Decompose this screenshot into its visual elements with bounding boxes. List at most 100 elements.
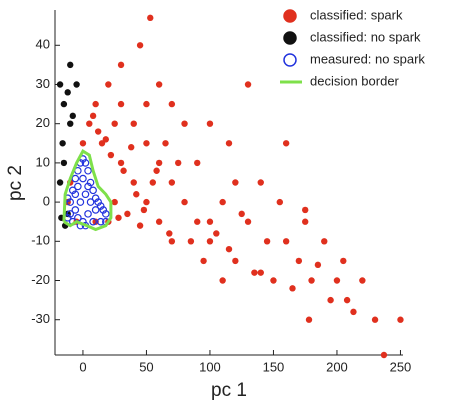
point [56,179,64,186]
decision-border [62,149,113,232]
x-tick-label: 50 [139,359,153,374]
point [327,296,334,304]
point [115,214,122,221]
point [166,230,173,237]
point [92,218,99,225]
point [181,198,188,206]
point [66,198,75,206]
point [91,206,100,214]
point [111,120,118,127]
point [270,277,277,284]
point [155,159,163,167]
point [89,217,97,226]
point [371,316,379,323]
point [67,120,74,127]
point [194,218,201,225]
point [79,174,87,183]
legend-label: measured: no spark [310,51,425,66]
point [117,100,125,108]
point [60,159,68,167]
y-tick-label: -10 [31,233,50,248]
point [76,198,85,206]
point [155,81,163,88]
point [380,351,388,359]
point [86,178,95,187]
point [168,100,176,108]
point [107,151,115,159]
point [257,269,264,276]
point [219,277,226,284]
point [302,206,309,214]
point [81,190,90,199]
point [194,159,201,167]
point [397,316,404,323]
point [117,61,125,69]
x-tick-label: 100 [199,359,221,374]
point [111,198,118,206]
point [67,61,74,69]
point [147,14,154,22]
point [174,159,182,167]
point [56,81,64,88]
point [84,210,92,218]
point [153,167,160,174]
x-tick-label: 200 [326,359,348,374]
x-axis-title: pc 1 [211,380,247,401]
point [213,230,220,237]
point [206,218,214,225]
point [117,159,125,167]
point [60,100,68,108]
point [84,166,92,175]
point [206,238,214,245]
point [66,210,75,218]
point [69,112,76,120]
point [232,257,239,265]
point [96,217,105,226]
y-tick-label: 20 [36,115,50,130]
point [219,198,226,206]
point [305,316,313,323]
point [102,210,110,218]
legend-swatch [283,9,297,23]
point [308,277,315,284]
y-tick-label: 0 [43,194,50,209]
point [92,100,99,108]
point [263,238,271,245]
point [130,179,137,186]
point [86,198,95,206]
point [187,238,195,245]
point [343,296,351,304]
x-tick-label: 0 [79,359,86,374]
point [225,245,233,253]
y-tick-label: 10 [36,154,50,169]
point [105,81,112,88]
point [314,261,322,269]
point [102,136,110,143]
point [68,186,77,195]
point [86,120,93,127]
point [168,179,176,186]
point [359,277,366,284]
legend-label: classified: spark [310,7,403,22]
point [140,206,148,214]
point [96,202,105,210]
point [206,120,214,127]
point [244,81,252,88]
point [232,179,239,186]
point [124,210,131,218]
point [238,210,245,218]
point [302,218,309,225]
point [149,179,156,186]
point [71,190,80,199]
point [89,112,97,120]
point [59,140,66,147]
point [350,308,357,316]
point [136,222,144,229]
point [98,140,106,147]
y-tick-label: 40 [36,37,50,52]
point [94,198,102,206]
point [71,174,80,183]
point [321,238,328,245]
legend-label: classified: no spark [310,29,421,44]
